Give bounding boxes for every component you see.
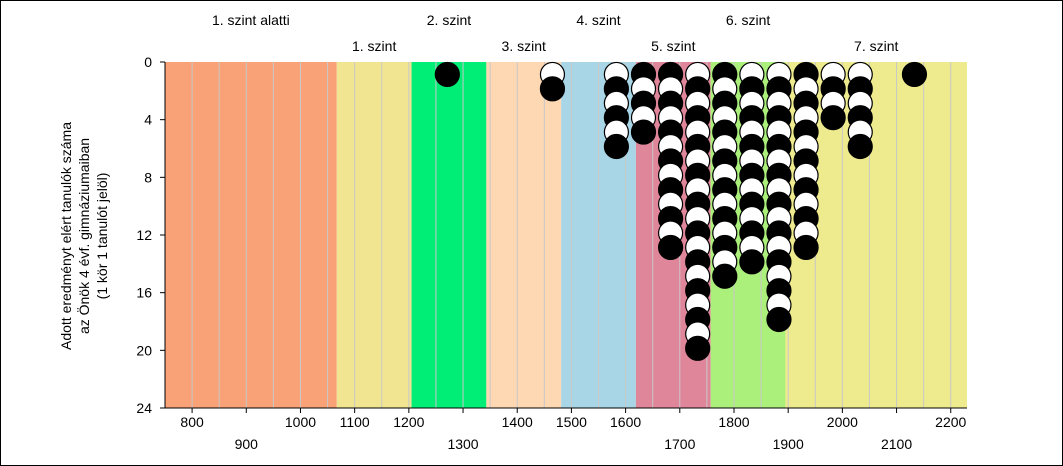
x-tick-label: 1200 xyxy=(393,414,424,430)
band-label: 2. szint xyxy=(427,12,471,28)
x-tick-label: 1300 xyxy=(447,436,478,452)
x-tick-label: 1800 xyxy=(718,414,749,430)
y-axis: 0 4 8 12 16 20 24 xyxy=(136,54,166,416)
band-labels: 1. szint alatti 1. szint 2. szint 3. szint 4… xyxy=(212,12,899,54)
x-tick-label: 1400 xyxy=(502,414,533,430)
x-tick-label: 800 xyxy=(180,414,204,430)
x-tick-label: 1100 xyxy=(340,414,370,430)
y-tick-label: 8 xyxy=(144,169,152,185)
x-tick-label: 2200 xyxy=(935,414,966,430)
y-tick-label: 20 xyxy=(136,342,152,358)
y-axis-label-line: az Önök 4 évf. gimnáziumaiban xyxy=(75,138,92,334)
x-tick-label: 1900 xyxy=(773,436,804,452)
x-tick-label: 1600 xyxy=(610,414,641,430)
band-label: 6. szint xyxy=(726,12,770,28)
student-dot xyxy=(739,249,765,275)
student-dot xyxy=(657,234,684,261)
student-dot xyxy=(793,234,819,261)
student-dot xyxy=(434,61,460,88)
level-band-3 xyxy=(411,62,487,408)
level-band-2 xyxy=(336,62,412,408)
y-tick-label: 24 xyxy=(136,400,152,416)
y-axis-label: Adott eredményt elért tanulók száma az Ön… xyxy=(58,122,110,350)
y-tick-label: 12 xyxy=(136,227,152,243)
y-tick-label: 4 xyxy=(144,112,152,128)
x-tick-label: 2000 xyxy=(827,414,858,430)
gridlines xyxy=(191,62,952,408)
x-tick-label: 1700 xyxy=(664,436,695,452)
level-band-4 xyxy=(486,62,562,408)
level-bands xyxy=(165,62,967,408)
band-label: 1. szint alatti xyxy=(212,12,290,28)
band-label: 4. szint xyxy=(576,12,620,28)
student-dot xyxy=(820,105,846,131)
student-dot xyxy=(603,133,629,160)
y-tick-label: 16 xyxy=(136,285,152,301)
y-tick-label: 0 xyxy=(144,54,152,70)
band-label: 1. szint xyxy=(352,38,396,54)
level-band-1 xyxy=(165,62,337,408)
student-dot xyxy=(901,61,928,88)
student-dots xyxy=(434,61,928,361)
band-label: 3. szint xyxy=(502,38,546,54)
student-dot xyxy=(685,335,711,361)
student-dot xyxy=(847,133,873,160)
y-axis-label-line: Adott eredményt elért tanulók száma xyxy=(58,122,74,350)
student-dot xyxy=(539,76,566,102)
student-dot xyxy=(630,119,657,145)
student-dot xyxy=(766,306,792,333)
x-tick-label: 1000 xyxy=(285,414,316,430)
y-axis-label-line: (1 kör 1 tanulót jelöl) xyxy=(94,173,110,300)
student-dot xyxy=(712,263,738,289)
band-label: 5. szint xyxy=(651,38,695,54)
x-tick-label: 2100 xyxy=(881,436,912,452)
x-axis: 800 1000 1100 1200 1400 1500 1600 1800 2000 2200 9… xyxy=(165,407,967,452)
x-tick-label: 900 xyxy=(235,436,259,452)
band-label: 7. szint xyxy=(854,38,898,54)
x-tick-label: 1500 xyxy=(556,414,587,430)
